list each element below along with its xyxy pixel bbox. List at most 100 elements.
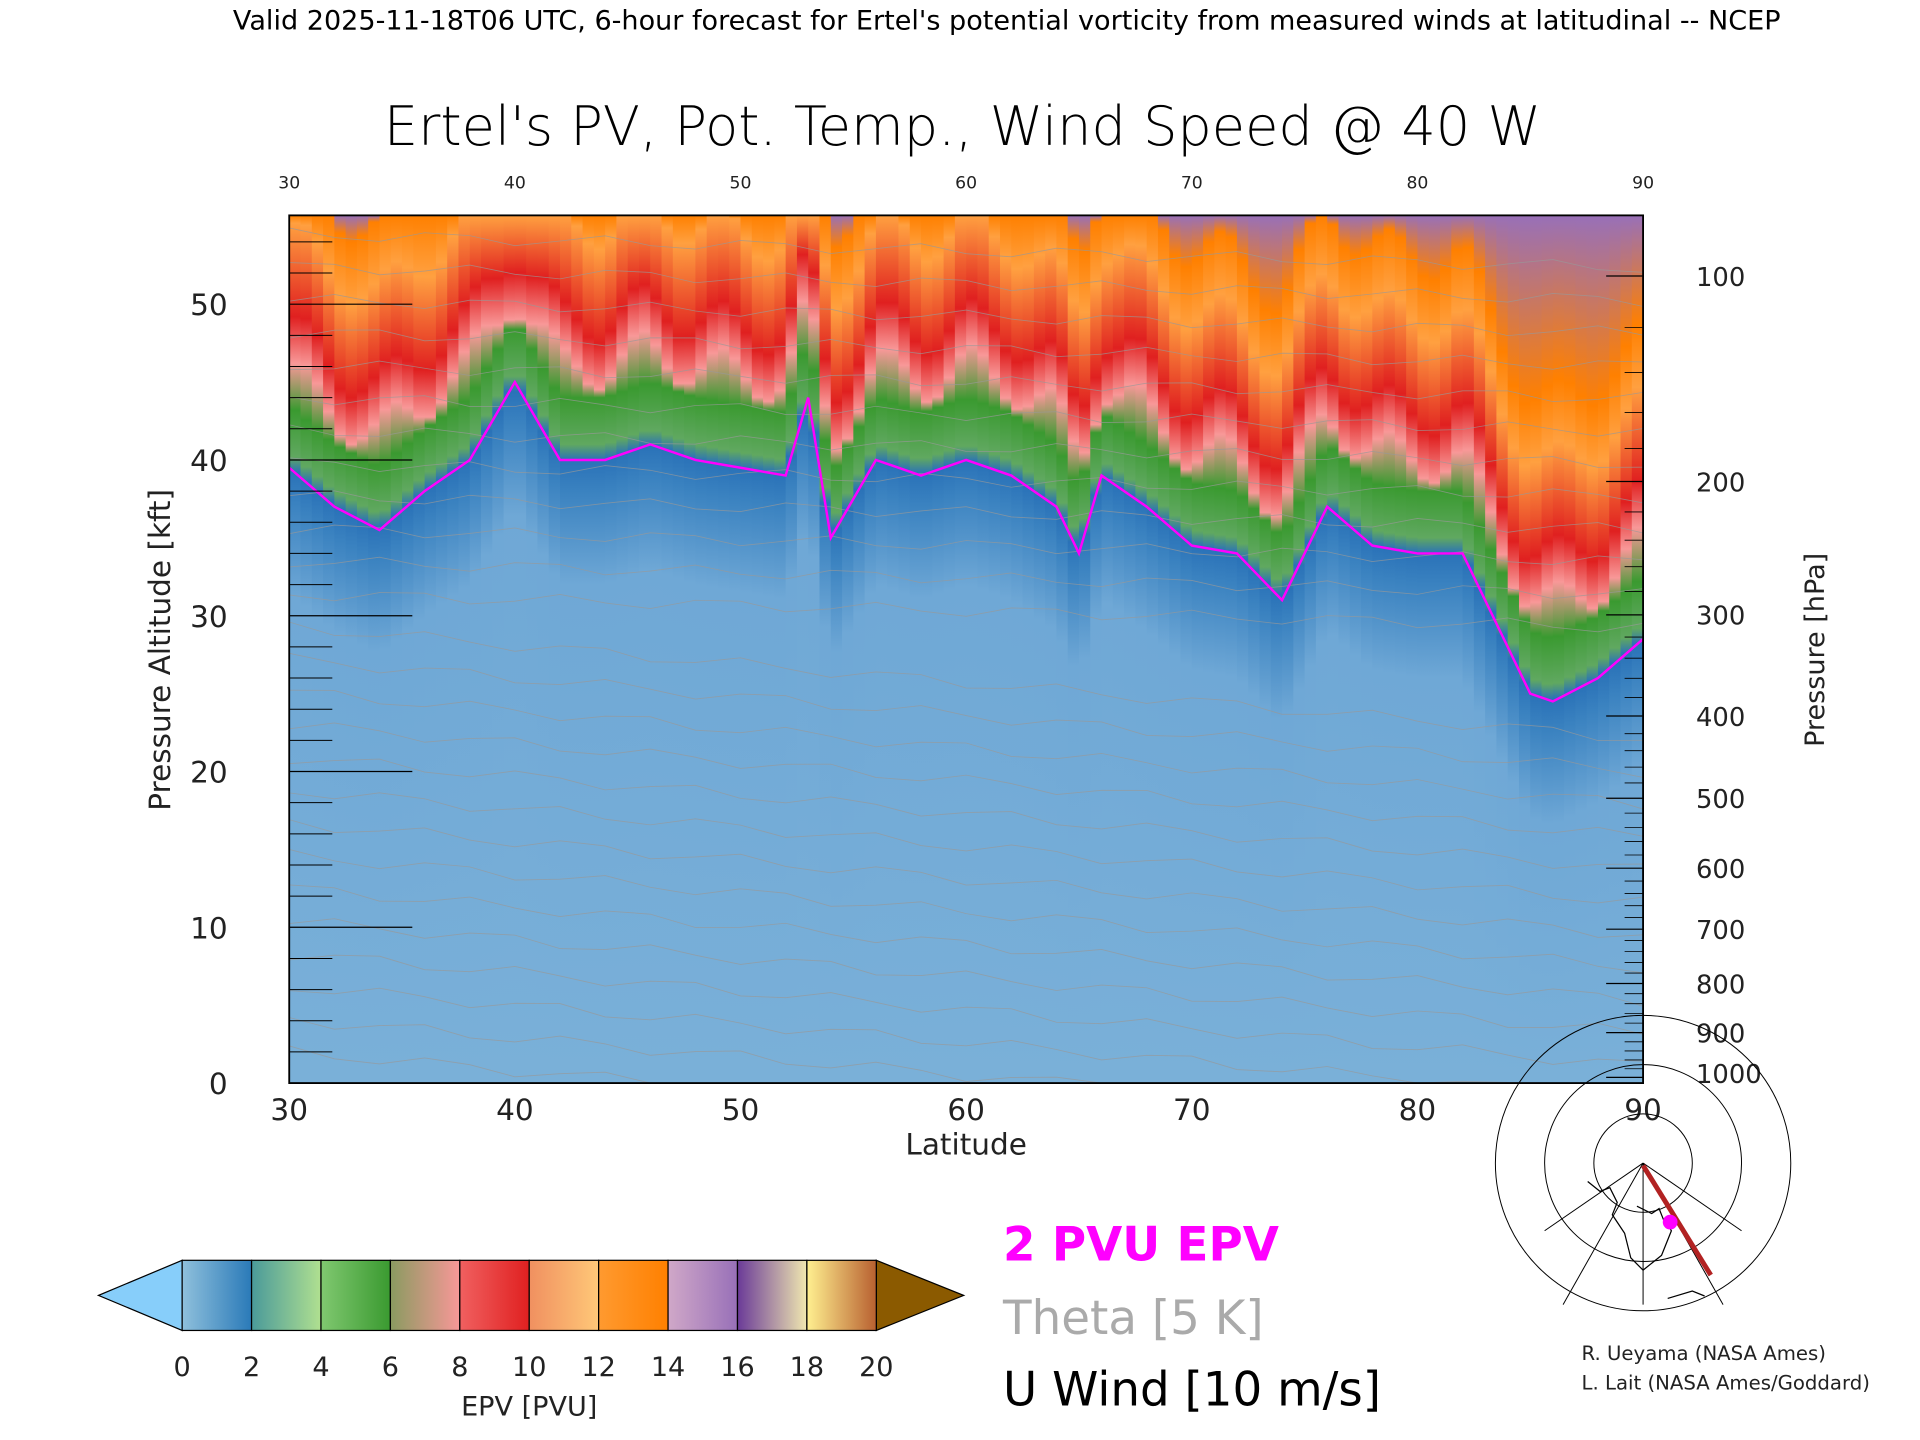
field-column	[1462, 215, 1475, 1084]
field-column	[1259, 215, 1272, 1084]
x-tick-label-top: 40	[504, 173, 526, 193]
theta-contour	[289, 524, 1644, 566]
y2-tick-label: 1000	[1696, 1060, 1762, 1090]
field-column	[1575, 215, 1588, 1084]
field-column	[932, 215, 945, 1084]
colorbar-tick-label: 0	[174, 1352, 191, 1383]
field-column	[819, 215, 832, 1084]
credit-line-2: L. Lait (NASA Ames/Goddard)	[1582, 1372, 1870, 1395]
theta-contour	[289, 689, 1644, 810]
theta-contour	[289, 262, 1644, 307]
theta-contour	[289, 758, 1644, 869]
y2-tick-label: 100	[1696, 263, 1745, 293]
field-column	[458, 215, 471, 1084]
field-column	[1496, 215, 1509, 1084]
x-tick-label: 80	[1399, 1093, 1437, 1127]
y-tick-label: 40	[190, 444, 228, 478]
field-column	[638, 215, 651, 1084]
theta-contour	[289, 722, 1644, 837]
field-column	[1394, 215, 1407, 1084]
field-column	[1135, 215, 1148, 1084]
colorbar-tick-label: 8	[451, 1352, 468, 1383]
field-column	[1146, 215, 1159, 1084]
colorbar-label: EPV [PVU]	[461, 1391, 597, 1422]
field-column	[492, 215, 505, 1084]
field-column	[898, 215, 911, 1084]
field-column	[1282, 215, 1295, 1084]
field-column	[729, 215, 742, 1084]
field-column	[1157, 215, 1170, 1084]
field-column	[1417, 215, 1430, 1084]
x-tick-label: 60	[947, 1093, 985, 1127]
y-tick-label: 30	[190, 600, 228, 634]
legend-theta: Theta [5 K]	[1002, 1292, 1264, 1346]
y2-tick-label: 600	[1696, 855, 1745, 885]
field-column	[1372, 215, 1385, 1084]
tropopause-2pvu-line	[288, 379, 1644, 703]
field-column	[1045, 215, 1058, 1084]
x-tick-label: 50	[722, 1093, 760, 1127]
x-tick-label-top: 70	[1181, 173, 1203, 193]
theta-contour	[289, 848, 1644, 974]
theta-contour	[289, 360, 1644, 403]
field-column	[853, 215, 866, 1084]
field-column	[1248, 215, 1261, 1084]
field-column	[605, 215, 618, 1084]
field-column	[379, 215, 392, 1084]
theta-contour	[289, 556, 1644, 600]
field-column	[1631, 215, 1644, 1084]
field-column	[481, 215, 494, 1084]
legend-epv: 2 PVU EPV	[1003, 1218, 1279, 1272]
x-tick-label-top: 30	[278, 173, 300, 193]
field-column	[650, 215, 663, 1084]
colorbar: 0 2 4 6 8 10 12 14 16 18 20	[96, 1259, 966, 1383]
theta-contour	[289, 395, 1644, 437]
colorbar-segment	[736, 1259, 808, 1332]
field-column	[1011, 215, 1024, 1084]
theta-contour	[289, 652, 1644, 778]
x-tick-label: 90	[1624, 1093, 1662, 1127]
colorbar-tick-label: 18	[790, 1352, 824, 1383]
field-column	[1383, 215, 1396, 1084]
field-column	[1315, 215, 1328, 1084]
field-column	[785, 215, 798, 1084]
field-column	[706, 215, 719, 1084]
field-column	[368, 215, 381, 1084]
theta-contours	[289, 227, 1644, 1084]
field-column	[1406, 215, 1419, 1084]
y2-tick-label: 900	[1696, 1019, 1745, 1049]
locator-map	[1494, 1014, 1792, 1312]
field-column	[345, 215, 358, 1084]
field-column	[1169, 215, 1182, 1084]
field-column	[909, 215, 922, 1084]
colorbar-tick-label: 6	[382, 1352, 399, 1383]
theta-contour	[289, 819, 1644, 938]
y-axis-label: Pressure Altitude [kft]	[143, 489, 177, 811]
field-column	[1022, 215, 1035, 1084]
field-column	[751, 215, 764, 1084]
field-column	[1270, 215, 1283, 1084]
y2-tick-label: 200	[1696, 468, 1745, 498]
colorbar-tick-label: 10	[512, 1352, 546, 1383]
colorbar-under-triangle	[96, 1259, 183, 1332]
colorbar-tick-label: 16	[720, 1352, 754, 1383]
field-column	[311, 215, 324, 1084]
field-column	[593, 215, 606, 1084]
theta-contour	[289, 792, 1644, 904]
colorbar-segment	[250, 1259, 322, 1332]
y2-tick-label: 700	[1696, 916, 1745, 946]
map-coastlines	[1587, 1181, 1705, 1300]
field-column	[661, 215, 674, 1084]
y-axis-left: 0 10 20 30 40 50	[190, 241, 413, 1101]
theta-contour	[289, 918, 1644, 1035]
legend-uwind: U Wind [10 m/s]	[1003, 1364, 1381, 1418]
field-column	[1236, 215, 1249, 1084]
theta-contour	[289, 293, 1644, 337]
field-column	[1518, 215, 1531, 1084]
colorbar-tick-label: 20	[859, 1352, 893, 1383]
field-column	[1078, 215, 1091, 1084]
field-column	[672, 215, 685, 1084]
field-column	[774, 215, 787, 1084]
theta-contour	[289, 227, 1644, 273]
field-column	[1304, 215, 1317, 1084]
